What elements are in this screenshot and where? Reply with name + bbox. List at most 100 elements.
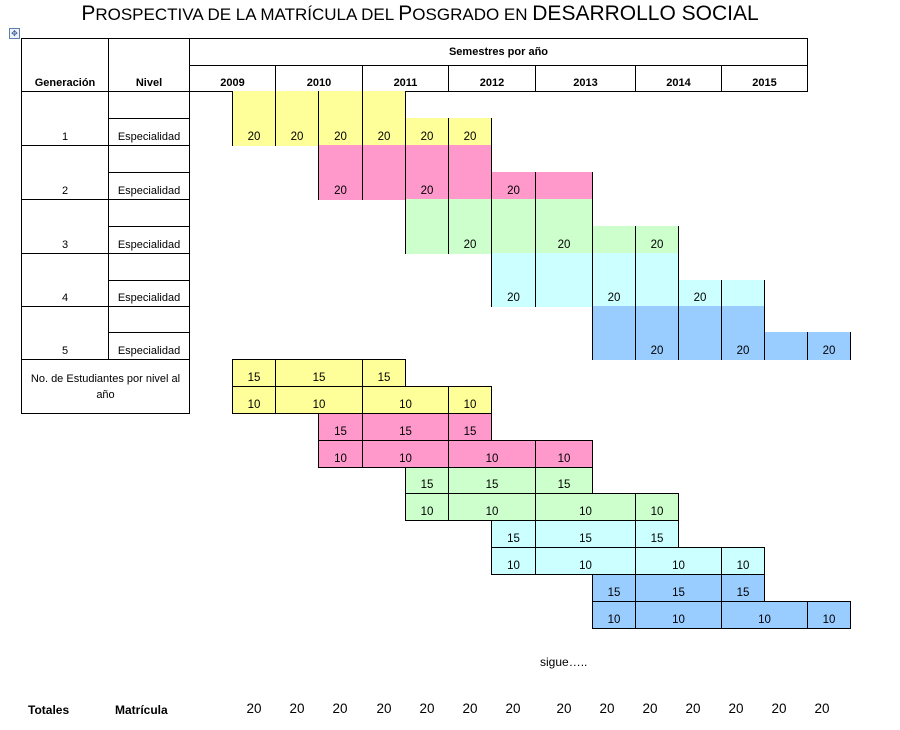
students-row-border [592,574,765,602]
continued-note: sigue….. [540,655,588,669]
total-value: 20 [556,701,572,716]
total-value: 20 [685,701,701,716]
gen5-value: 20 [721,332,765,360]
total-value: 20 [332,701,348,716]
students-cell: 10 [362,440,449,468]
generation-number: 4 [21,253,109,307]
year-header: 2010 [275,65,363,92]
gen4-cell [491,253,536,281]
gen2-cell [448,145,492,173]
gen1-cell [232,91,276,119]
gen1-value: 20 [318,118,363,146]
gen5-cell [721,306,765,333]
nivel-label: Especialidad [108,118,190,146]
gen3-cell [491,226,536,254]
gen1-value: 20 [362,118,406,146]
generation-number: 1 [21,91,109,146]
total-value: 20 [505,701,521,716]
students-cell: 10 [592,601,636,629]
gen5-cell [592,306,636,333]
students-cell: 15 [448,467,536,494]
gen2-cell [448,172,492,200]
nivel-label: Especialidad [108,172,190,200]
generation-number: 5 [21,306,109,360]
gen4-cell [721,280,765,307]
nivel-blank-cell [108,91,190,119]
students-cell: 15 [535,467,593,494]
students-cell: 10 [721,601,808,629]
header-generacion: Generación [21,38,109,92]
gen5-cell [678,306,722,333]
students-cell: 10 [807,601,851,629]
students-row-border [491,520,679,548]
nivel-blank-cell [108,306,190,333]
year-header: 2014 [635,65,722,92]
total-value: 20 [814,701,830,716]
gen3-value: 20 [535,226,593,254]
students-cell: 10 [448,386,492,414]
totals-label: Totales [28,703,70,717]
students-row-border [318,413,492,441]
gen5-cell [592,332,636,360]
students-cell: 15 [362,413,449,441]
nivel-blank-cell [108,253,190,281]
students-cell: 15 [535,520,636,548]
gen3-value: 20 [448,226,492,254]
students-cell: 10 [275,386,363,414]
total-value: 20 [419,701,435,716]
students-row-border [405,467,593,494]
gen1-cell [318,91,363,119]
students-cell: 15 [275,359,363,387]
gen3-cell [592,226,636,254]
gen1-cell [362,91,406,119]
total-value: 20 [599,701,615,716]
students-cell: 15 [721,574,765,602]
gen3-cell [405,226,449,254]
nivel-label: Especialidad [108,226,190,254]
nivel-blank-cell [108,199,190,227]
total-value: 20 [376,701,392,716]
students-row-border [405,493,679,521]
gen5-cell [635,306,679,333]
gen4-cell [635,253,679,281]
students-row-border [592,601,851,629]
gen5-cell [678,332,722,360]
students-cell: 15 [635,574,722,602]
year-header: 2009 [189,65,276,92]
gen3-value: 20 [635,226,679,254]
year-header: 2011 [362,65,449,92]
gen4-value: 20 [491,280,536,307]
gen2-cell [405,145,449,173]
generation-number: 2 [21,145,109,200]
students-cell: 10 [232,386,276,414]
students-cell: 10 [362,386,449,414]
gen2-value: 20 [405,172,449,200]
gen2-cell [318,145,363,173]
gen1-value: 20 [232,118,276,146]
nivel-label: Especialidad [108,332,190,360]
students-cell: 10 [635,547,722,575]
gen2-value: 20 [491,172,536,200]
students-cell: 10 [448,440,536,468]
gen2-cell [535,172,593,200]
gen5-value: 20 [635,332,679,360]
students-row-border [491,547,765,575]
year-header: 2015 [721,65,808,92]
students-per-level-label: No. de Estudiantes por nivel al año [21,359,190,414]
students-cell: 10 [635,601,722,629]
students-cell: 10 [491,547,536,575]
gen1-cell [275,91,319,119]
gen5-cell [764,332,808,360]
gen3-cell [491,199,536,227]
year-header: 2013 [535,65,636,92]
students-cell: 15 [405,467,449,494]
gen1-value: 20 [448,118,492,146]
gen3-cell [535,199,593,227]
table-move-handle-icon[interactable]: ✥ [9,28,20,39]
header-nivel: Nivel [108,38,190,92]
gen4-value: 20 [678,280,722,307]
gen4-value: 20 [592,280,636,307]
gen3-cell [448,199,492,227]
nivel-blank-cell [108,145,190,173]
gen2-value: 20 [318,172,363,200]
